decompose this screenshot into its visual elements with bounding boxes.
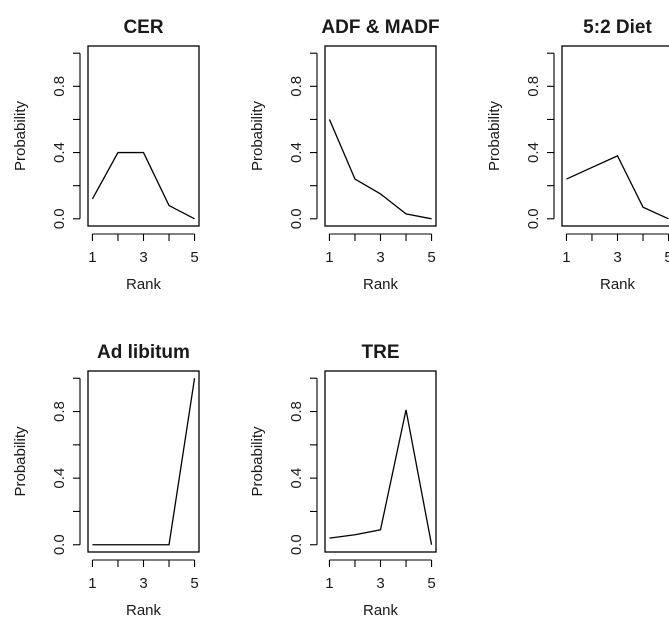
y-tick-label: 0.8: [51, 76, 68, 97]
probability-line: [566, 155, 669, 220]
probability-line: [91, 151, 195, 220]
plot-frame: [561, 45, 669, 227]
x-tick-label: 3: [376, 249, 384, 266]
chart-panel: ADF & MADF 1 3 5 Rank 0.0 0.4 0.8 Probability: [249, 17, 440, 293]
x-tick-label: 3: [139, 575, 147, 592]
y-tick-label: 0.8: [288, 76, 305, 97]
y-tick-label: 0.4: [288, 468, 305, 489]
x-tick-label: 3: [613, 249, 621, 266]
plot-frame: [87, 370, 200, 553]
x-tick-label: 1: [562, 249, 570, 266]
probability-line: [329, 409, 433, 545]
x-axis-label: Rank: [126, 602, 162, 619]
x-tick-label: 5: [190, 575, 198, 592]
probability-line: [328, 119, 432, 220]
y-tick-label: 0.8: [525, 76, 542, 97]
x-tick-label: 1: [325, 575, 333, 592]
y-axis-label: Probability: [12, 100, 29, 171]
x-tick-label: 5: [427, 575, 435, 592]
probability-line: [92, 378, 196, 546]
x-axis-label: Rank: [363, 602, 399, 619]
y-tick-label: 0.0: [51, 208, 68, 229]
y-tick-label: 0.8: [288, 401, 305, 422]
y-tick-label: 0.4: [51, 142, 68, 163]
x-tick-label: 5: [190, 249, 198, 266]
plot-frame: [87, 45, 200, 227]
plot-frame: [324, 45, 437, 227]
x-tick-label: 5: [427, 249, 435, 266]
x-axis-label: Rank: [126, 276, 162, 293]
y-axis-label: Probability: [249, 100, 266, 171]
y-tick-label: 0.0: [51, 534, 68, 555]
y-axis-label: Probability: [249, 426, 266, 497]
x-tick-label: 5: [664, 249, 669, 266]
chart-panel: 5:2 Diet 1 3 5 Rank 0.0 0.4 0.8 Probability: [486, 17, 669, 293]
panel-title: 5:2 Diet: [583, 17, 652, 38]
plot-frame: [324, 370, 437, 553]
y-tick-label: 0.4: [525, 142, 542, 163]
x-axis-label: Rank: [600, 276, 636, 293]
y-tick-label: 0.8: [51, 401, 68, 422]
x-tick-label: 1: [88, 249, 96, 266]
x-tick-label: 3: [139, 249, 147, 266]
y-tick-label: 0.0: [288, 534, 305, 555]
x-tick-label: 3: [376, 575, 384, 592]
y-axis-label: Probability: [12, 426, 29, 497]
x-tick-label: 1: [325, 249, 333, 266]
y-tick-label: 0.0: [288, 208, 305, 229]
panel-title: ADF & MADF: [321, 17, 439, 38]
x-tick-label: 1: [88, 575, 96, 592]
chart-panel: Ad libitum 1 3 5 Rank 0.0 0.4 0.8 Probability: [12, 342, 200, 619]
y-axis-label: Probability: [486, 100, 503, 171]
panel-title: CER: [123, 17, 163, 38]
panel-title: TRE: [362, 342, 400, 363]
y-tick-label: 0.4: [51, 468, 68, 489]
chart-panel: CER 1 3 5 Rank 0.0 0.4 0.8 Probability: [12, 17, 200, 293]
y-tick-label: 0.4: [288, 142, 305, 163]
chart-panel: TRE 1 3 5 Rank 0.0 0.4 0.8 Probability: [249, 342, 437, 619]
x-axis-label: Rank: [363, 276, 399, 293]
panel-title: Ad libitum: [97, 342, 190, 363]
y-tick-label: 0.0: [525, 208, 542, 229]
